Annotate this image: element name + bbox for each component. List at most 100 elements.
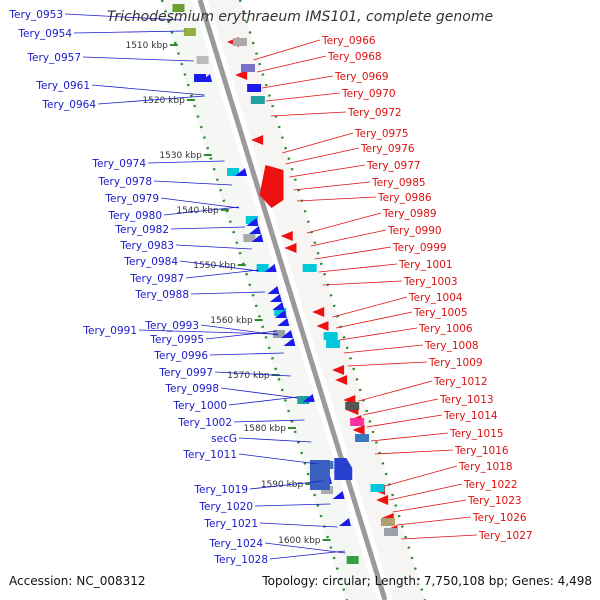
right-gene-leader	[347, 361, 428, 367]
right-gene-block	[259, 165, 284, 208]
right-gene-label: Tery_1026	[472, 512, 527, 524]
left-gene-label: Tery_1021	[203, 518, 258, 530]
left-gene-leader	[82, 56, 194, 62]
genome-title: Trichodesmium erythraeum IMS101, complet…	[106, 9, 494, 25]
left-gene-leader	[153, 180, 233, 186]
left-gene-block	[309, 460, 330, 490]
right-gene-label: Tery_0972	[347, 107, 402, 119]
right-track-band	[208, 0, 425, 600]
left-gene-label: Tery_1011	[182, 449, 237, 461]
left-gene-arrow	[235, 168, 248, 176]
left-gene-label: Tery_1002	[177, 417, 232, 429]
right-gene-leader	[253, 39, 321, 61]
left-gene-leader	[254, 503, 331, 507]
left-gene-feature	[243, 234, 256, 242]
right-gene-label: Tery_0986	[377, 192, 432, 204]
right-gene-label: Tery_0969	[334, 71, 389, 83]
right-gene-label: Tery_0977	[366, 160, 421, 172]
left-gene-label: Tery_0995	[149, 334, 204, 346]
right-gene-label: Tery_0990	[387, 225, 442, 237]
left-gene-feature	[297, 396, 310, 404]
left-gene-leader	[249, 480, 324, 490]
topology-label: Topology:	[262, 574, 319, 588]
left-gene-label: Tery_0984	[123, 256, 178, 268]
left-gene-arrow	[332, 491, 345, 499]
right-gene-arrow	[280, 231, 293, 241]
right-gene-label: Tery_0976	[360, 143, 415, 155]
right-gene-feature	[250, 96, 265, 104]
right-gene-feature	[326, 340, 341, 348]
right-gene-feature	[240, 64, 255, 72]
right-gene-leader	[322, 280, 403, 286]
left-gene-label: Tery_0961	[35, 80, 90, 92]
right-gene-label: Tery_1015	[449, 428, 504, 440]
right-gene-label: Tery_0968	[327, 51, 382, 63]
right-gene-feature	[302, 264, 317, 272]
left-gene-leader	[97, 95, 205, 105]
right-gene-leader	[389, 483, 463, 501]
right-gene-leader	[366, 414, 443, 428]
right-gene-feature	[355, 434, 370, 442]
left-gene-label: Tery_0997	[158, 367, 213, 379]
left-gene-label: Tery_0953	[8, 9, 63, 21]
left-gene-label: Tery_1020	[198, 501, 253, 513]
left-gene-leader	[228, 396, 298, 406]
left-gene-arrow	[248, 226, 261, 234]
left-gene-label: Tery_0996	[153, 350, 208, 362]
right-gene-feature	[247, 84, 262, 92]
accession-info: Accession: NC_008312	[9, 574, 146, 588]
left-gene-feature	[194, 74, 207, 82]
accession-label: Accession:	[9, 574, 73, 588]
left-gene-arrow	[338, 518, 351, 526]
right-gene-arrow	[316, 321, 329, 331]
left-gene-label: Tery_1019	[193, 484, 248, 496]
left-gene-arrow	[274, 310, 287, 318]
right-gene-leader	[370, 432, 449, 442]
left-gene-leader	[160, 197, 240, 209]
left-gene-label: Tery_0982	[114, 224, 169, 236]
left-gene-arrow	[280, 330, 293, 338]
left-gene-leader	[163, 206, 239, 216]
right-gene-label: Tery_0985	[371, 177, 426, 189]
left-gene-label: Tery_0974	[91, 158, 146, 170]
right-gene-leader	[401, 534, 478, 540]
left-gene-leader	[214, 371, 291, 377]
right-gene-label: Tery_1014	[443, 410, 498, 422]
right-gene-arrow	[352, 425, 365, 435]
right-gene-leader	[296, 196, 377, 202]
left-gene-label: Tery_0991	[82, 325, 137, 337]
kbp-tick-label: 1510 kbp	[125, 41, 168, 51]
kbp-tick-label: 1580 kbp	[244, 424, 287, 434]
left-gene-label: Tery_1024	[208, 538, 263, 550]
right-gene-label: Tery_1005	[413, 307, 468, 319]
left-gene-label: Tery_0964	[41, 99, 96, 111]
genome-summary: Topology: circular; Length: 7,750,108 bp…	[262, 574, 592, 588]
left-gene-leader	[185, 269, 259, 279]
right-gene-leader	[332, 296, 408, 318]
kbp-tick-label: 1520 kbp	[142, 96, 185, 106]
right-gene-label: Tery_1016	[454, 445, 509, 457]
left-gene-feature	[274, 308, 287, 316]
left-gene-arrow	[200, 74, 213, 82]
right-gene-feature	[323, 332, 338, 340]
right-gene-label: Tery_1022	[463, 479, 518, 491]
left-gene-leader	[269, 550, 345, 560]
right-gene-arrow	[335, 375, 348, 385]
right-gene-arrow	[332, 365, 345, 375]
kbp-tick-label: 1570 kbp	[227, 371, 270, 381]
right-gene-arrow	[312, 307, 325, 317]
right-gene-feature	[345, 402, 360, 410]
kbp-tick-label: 1550 kbp	[193, 261, 236, 271]
left-gene-feature	[272, 330, 285, 338]
right-gene-label: Tery_1013	[439, 394, 494, 406]
right-gene-leader	[293, 181, 371, 191]
left-gene-arrow	[283, 338, 296, 346]
right-gene-leader	[374, 449, 454, 455]
right-gene-leader	[266, 92, 341, 102]
left-gene-label: Tery_0980	[107, 210, 162, 222]
left-gene-leader	[238, 437, 312, 443]
accession-value: NC_008312	[76, 574, 146, 588]
left-gene-leader	[179, 260, 259, 272]
right-gene-leader	[314, 246, 392, 260]
left-gene-label: Tery_0993	[144, 320, 199, 332]
